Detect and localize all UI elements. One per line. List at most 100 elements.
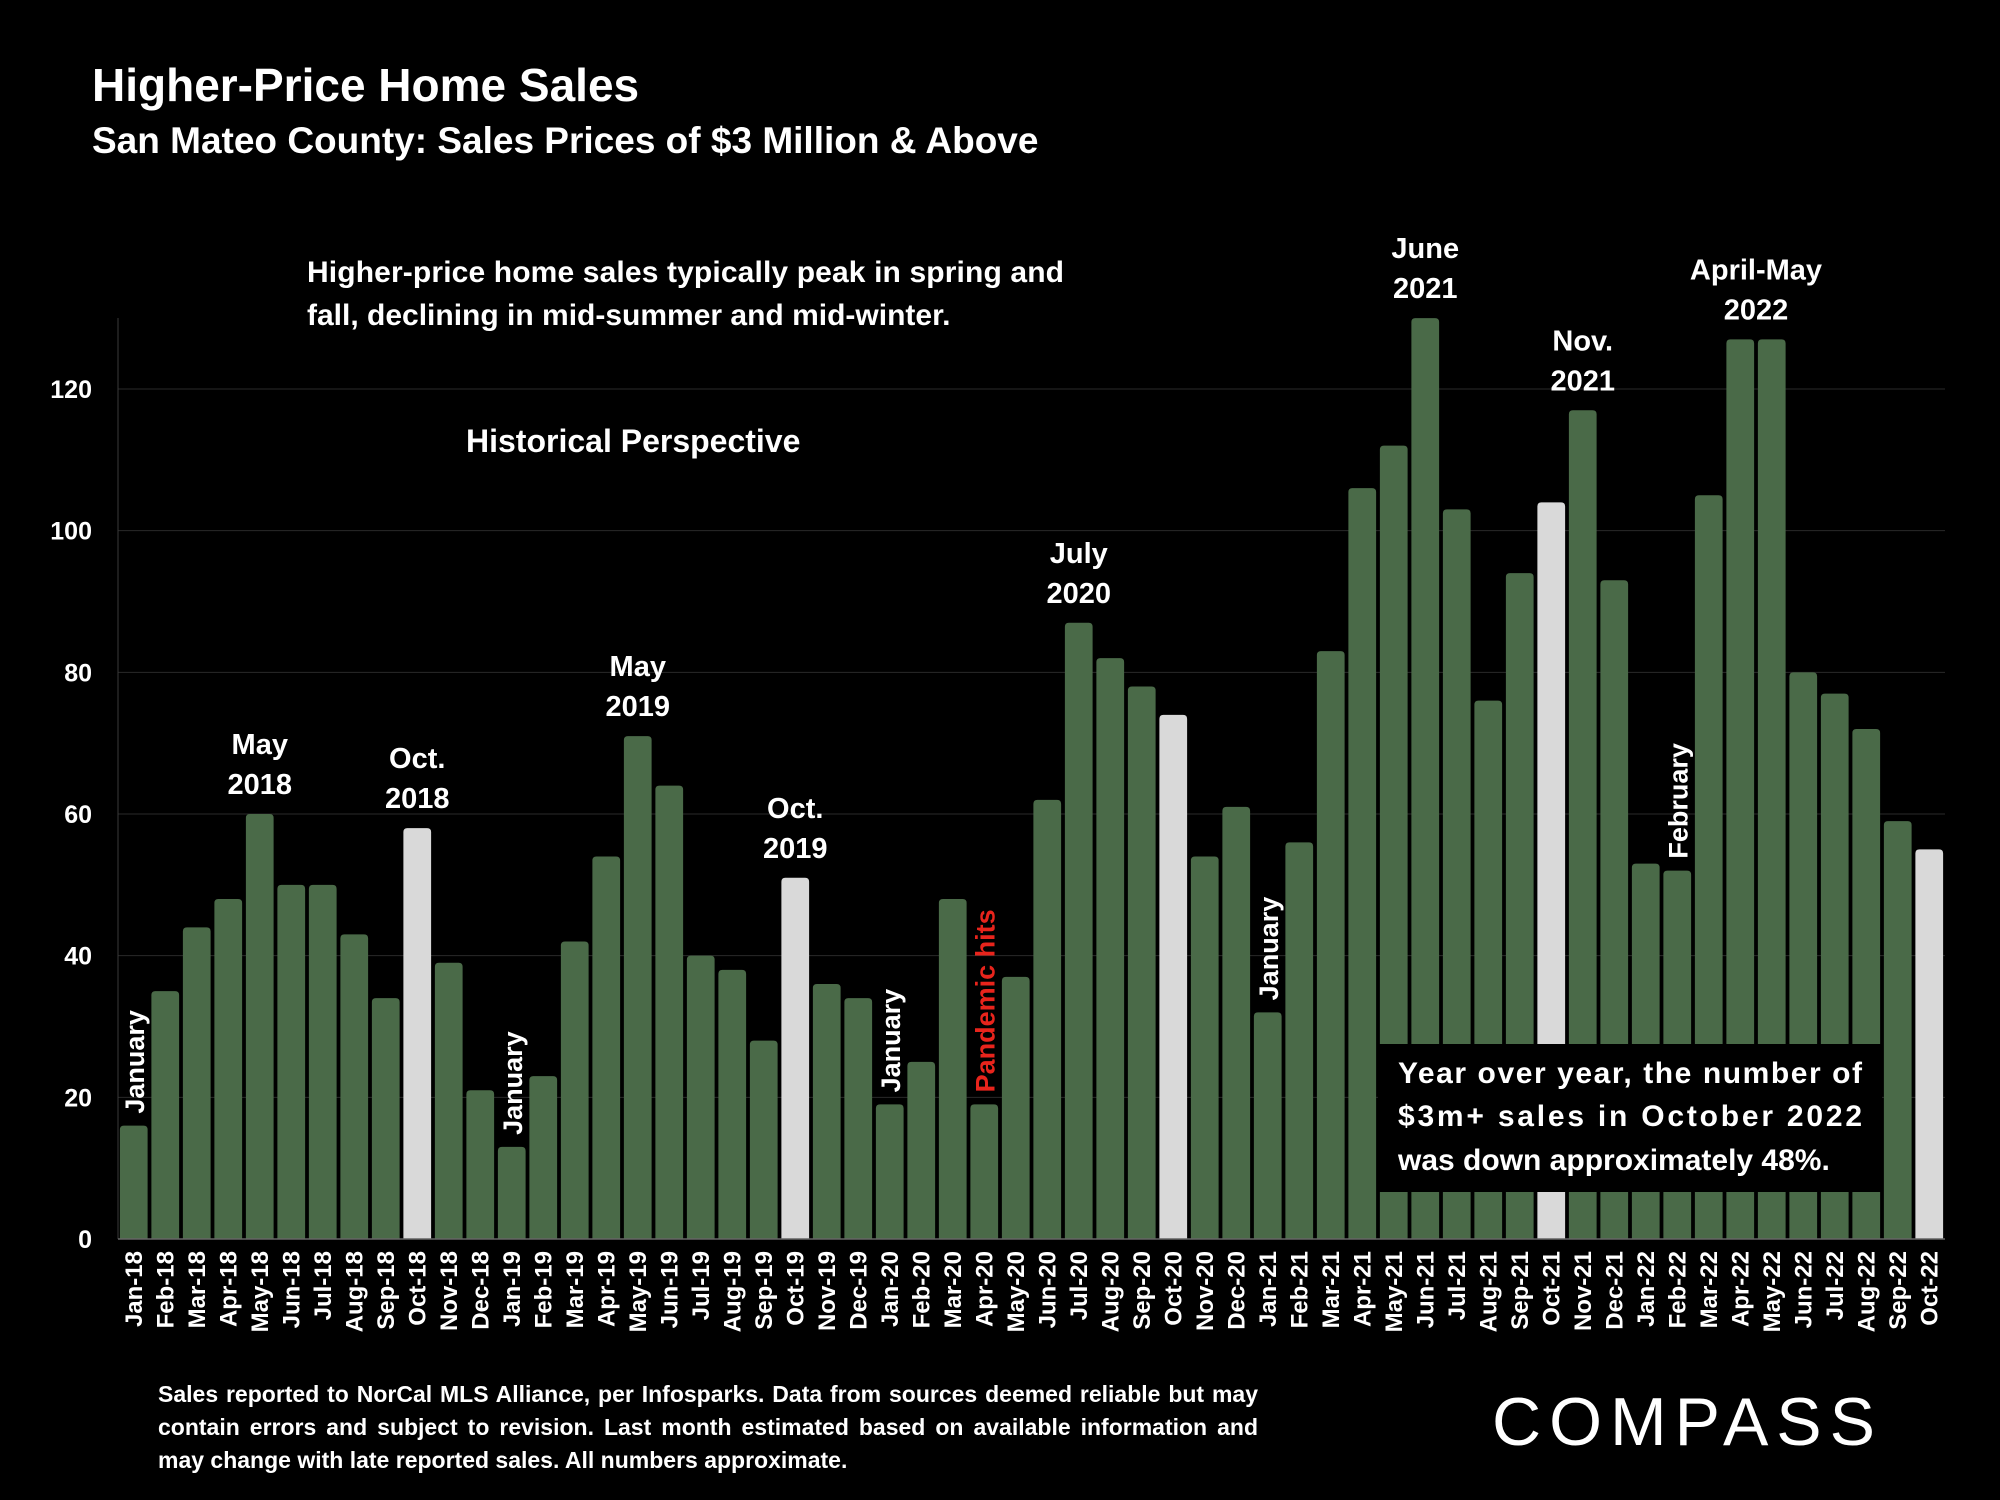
x-tick-label: Oct-21 (1538, 1251, 1565, 1326)
x-tick-label: Mar-18 (184, 1251, 211, 1328)
bar (1348, 488, 1377, 1240)
x-tick-label: Sep-19 (751, 1251, 778, 1330)
x-tick-label: May-18 (247, 1251, 274, 1332)
yoy-text: was down approximately 48%. (1397, 1144, 1830, 1177)
annotation-label: 2018 (385, 783, 450, 815)
bar (844, 998, 873, 1239)
x-tick-label: Jun-18 (278, 1251, 305, 1328)
x-tick-label: Sep-21 (1507, 1251, 1534, 1330)
x-tick-label: May-20 (1003, 1251, 1030, 1332)
annotation-label: February (1663, 743, 1693, 859)
bar (907, 1061, 936, 1239)
bar (1190, 856, 1219, 1239)
bar (151, 991, 180, 1239)
bar (1159, 714, 1188, 1239)
x-tick-label: Jan-18 (121, 1251, 148, 1327)
bar (1064, 622, 1093, 1239)
x-tick-label: Jul-22 (1822, 1251, 1849, 1320)
bar (434, 962, 463, 1239)
annotation-label: 2018 (227, 769, 292, 801)
footnote: Sales reported to NorCal MLS Alliance, p… (158, 1381, 1258, 1473)
x-tick-label: Aug-21 (1475, 1251, 1502, 1332)
x-tick-label: Jun-20 (1034, 1251, 1061, 1328)
x-tick-label: Feb-20 (908, 1251, 935, 1328)
x-tick-label: Sep-20 (1129, 1251, 1156, 1330)
bar (812, 984, 841, 1239)
x-tick-label: Jan-20 (877, 1251, 904, 1327)
x-tick-label: Nov-21 (1570, 1251, 1597, 1331)
y-tick-label: 60 (64, 801, 92, 829)
bar (1757, 339, 1786, 1240)
bar (1285, 842, 1314, 1239)
y-tick-label: 80 (64, 659, 92, 687)
bar (749, 1040, 778, 1239)
annotation-label: 2019 (605, 691, 670, 723)
x-tick-label: May-21 (1381, 1251, 1408, 1332)
annotation-label: Oct. (389, 743, 445, 775)
bar (119, 1125, 148, 1239)
bar (371, 998, 400, 1239)
bar (277, 884, 306, 1239)
x-tick-label: Jan-21 (1255, 1251, 1282, 1327)
bar (560, 941, 589, 1239)
bar (938, 899, 967, 1239)
compass-logo: COMPASS (1492, 1384, 1884, 1460)
x-tick-label: Jul-18 (310, 1251, 337, 1320)
x-tick-label: Mar-21 (1318, 1251, 1345, 1328)
x-tick-label: Aug-19 (719, 1251, 746, 1332)
y-tick-label: 40 (64, 943, 92, 971)
bar (214, 899, 243, 1239)
bar (308, 884, 337, 1239)
bar (1411, 318, 1440, 1240)
x-tick-label: Dec-21 (1601, 1251, 1628, 1330)
annotation-label: Nov. (1552, 325, 1613, 357)
annotation-label: 2021 (1393, 273, 1458, 305)
x-tick-label: Jul-19 (688, 1251, 715, 1320)
bar (718, 969, 747, 1239)
pandemic-annotation: Pandemic hits (970, 909, 1000, 1092)
x-tick-label: Oct-18 (404, 1251, 431, 1326)
x-tick-label: Nov-18 (436, 1251, 463, 1331)
bar (529, 1076, 558, 1239)
x-tick-label: Mar-20 (940, 1251, 967, 1328)
x-tick-label: Mar-22 (1696, 1251, 1723, 1328)
x-tick-label: Feb-21 (1286, 1251, 1313, 1328)
bar (1915, 849, 1944, 1239)
x-tick-label: Sep-18 (373, 1251, 400, 1330)
x-tick-label: Dec-19 (845, 1251, 872, 1330)
annotation-label: July (1050, 538, 1108, 570)
y-tick-label: 20 (64, 1084, 92, 1112)
bar (1222, 806, 1251, 1239)
x-tick-label: Nov-19 (814, 1251, 841, 1331)
yoy-box (1378, 1044, 1882, 1192)
x-tick-label: Jun-22 (1790, 1251, 1817, 1328)
annotation-label: May (232, 729, 288, 761)
x-tick-label: Feb-22 (1664, 1251, 1691, 1328)
x-tick-label: Jul-20 (1066, 1251, 1093, 1320)
x-tick-label: Jun-19 (656, 1251, 683, 1328)
x-tick-label: Mar-19 (562, 1251, 589, 1328)
x-tick-label: Oct-20 (1160, 1251, 1187, 1326)
x-tick-label: Jul-21 (1444, 1251, 1471, 1320)
note-text: fall, declining in mid-summer and mid-wi… (307, 299, 950, 332)
x-tick-label: Jan-22 (1633, 1251, 1660, 1327)
bar (340, 934, 369, 1239)
annotation-label: January (120, 1010, 150, 1114)
x-tick-label: May-22 (1759, 1251, 1786, 1332)
x-tick-label: Aug-22 (1853, 1251, 1880, 1332)
x-tick-label: Apr-19 (593, 1251, 620, 1327)
x-tick-label: May-19 (625, 1251, 652, 1332)
bar (1568, 410, 1597, 1239)
annotation-label: January (498, 1031, 528, 1135)
x-tick-label: Apr-18 (215, 1251, 242, 1327)
x-tick-label: Oct-22 (1916, 1251, 1943, 1326)
page-title: Higher-Price Home Sales (92, 59, 640, 111)
annotation-label: 2022 (1724, 294, 1789, 326)
bar (466, 1090, 495, 1239)
annotation-label: Oct. (767, 793, 823, 825)
x-tick-label: Aug-18 (341, 1251, 368, 1332)
bar (1379, 445, 1408, 1240)
bar (1127, 686, 1156, 1239)
annotation-label: April-May (1690, 254, 1822, 286)
